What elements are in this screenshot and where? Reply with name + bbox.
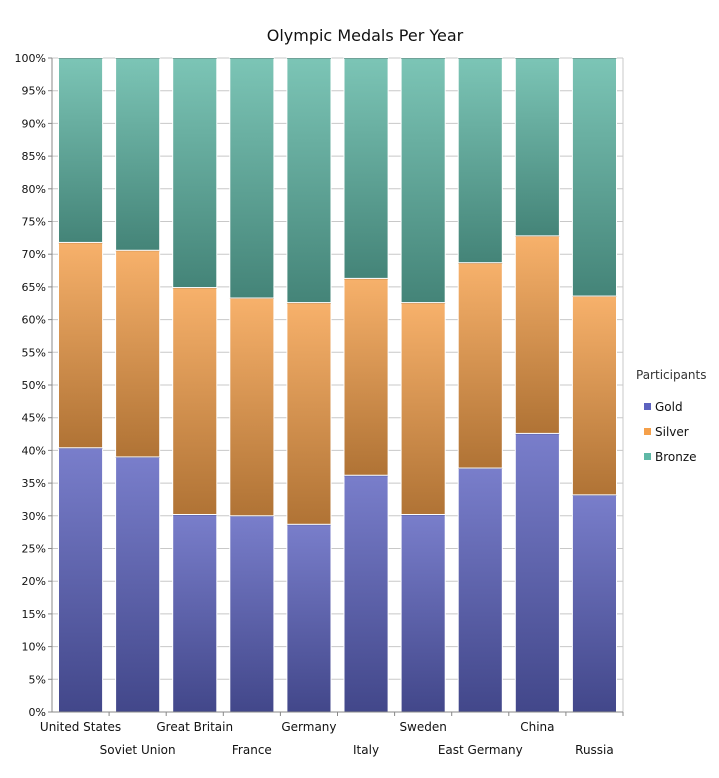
y-tick-label: 5% bbox=[29, 673, 46, 686]
y-tick-label: 25% bbox=[22, 543, 46, 556]
bar-silver-7[interactable] bbox=[457, 262, 503, 469]
bar-silver-9[interactable] bbox=[571, 295, 618, 496]
bar-gold-2[interactable] bbox=[172, 513, 218, 713]
axes: 0% 5% 10% 15% 20% 25% 30% 35% 40% 45% 50% 55% 60% 65%… bbox=[15, 52, 624, 757]
legend-label-gold[interactable]: Gold bbox=[655, 400, 683, 414]
bar-bronze-3[interactable] bbox=[229, 57, 275, 299]
y-tick-label: 100% bbox=[15, 52, 46, 65]
bar-silver-2[interactable] bbox=[172, 287, 218, 515]
bar-gold-4[interactable] bbox=[286, 523, 332, 713]
y-tick-label: 50% bbox=[22, 379, 46, 392]
x-category-label: Soviet Union bbox=[100, 743, 176, 757]
x-category-label: France bbox=[232, 743, 272, 757]
bar-gold-5[interactable] bbox=[343, 474, 389, 713]
y-tick-label: 0% bbox=[29, 706, 46, 719]
y-tick-label: 85% bbox=[22, 150, 46, 163]
legend-label-silver[interactable]: Silver bbox=[655, 425, 689, 439]
bar-bronze-4[interactable] bbox=[286, 57, 332, 304]
bar-gold-6[interactable] bbox=[400, 513, 446, 713]
legend-swatch-silver bbox=[644, 428, 651, 435]
x-category-label: United States bbox=[40, 720, 121, 734]
y-tick-label: 45% bbox=[22, 412, 46, 425]
bar-bronze-9[interactable] bbox=[571, 57, 618, 297]
bar-bronze-8[interactable] bbox=[514, 57, 560, 237]
y-tick-label: 20% bbox=[22, 575, 46, 588]
bar-bronze-1[interactable] bbox=[115, 57, 161, 251]
y-tick-label: 35% bbox=[22, 477, 46, 490]
bar-silver-6[interactable] bbox=[400, 302, 446, 515]
legend-swatch-gold bbox=[644, 403, 651, 410]
bar-gold-7[interactable] bbox=[457, 467, 503, 713]
bar-silver-3[interactable] bbox=[229, 297, 275, 517]
bar-bronze-5[interactable] bbox=[343, 57, 389, 279]
x-category-label: East Germany bbox=[438, 743, 523, 757]
x-category-label: Russia bbox=[575, 743, 614, 757]
bars bbox=[58, 57, 618, 713]
x-category-label: China bbox=[520, 720, 554, 734]
bar-silver-0[interactable] bbox=[58, 241, 104, 449]
x-category-label: Sweden bbox=[399, 720, 446, 734]
legend-swatch-bronze bbox=[644, 453, 651, 460]
y-tick-label: 75% bbox=[22, 216, 46, 229]
x-category-label: Great Britain bbox=[156, 720, 233, 734]
bar-bronze-0[interactable] bbox=[58, 57, 104, 243]
y-tick-label: 70% bbox=[22, 248, 46, 261]
y-tick-label: 60% bbox=[22, 314, 46, 327]
y-tick-label: 80% bbox=[22, 183, 46, 196]
bar-bronze-7[interactable] bbox=[457, 57, 503, 264]
y-tick-label: 65% bbox=[22, 281, 46, 294]
y-tick-label: 90% bbox=[22, 117, 46, 130]
bar-bronze-2[interactable] bbox=[172, 57, 218, 289]
bar-gold-3[interactable] bbox=[229, 515, 275, 713]
bar-silver-5[interactable] bbox=[343, 277, 389, 476]
bar-silver-8[interactable] bbox=[514, 235, 560, 434]
x-category-label: Germany bbox=[281, 720, 336, 734]
y-tick-label: 55% bbox=[22, 346, 46, 359]
bar-gold-9[interactable] bbox=[571, 494, 618, 713]
y-tick-label: 95% bbox=[22, 85, 46, 98]
y-tick-label: 30% bbox=[22, 510, 46, 523]
x-category-label: Italy bbox=[353, 743, 379, 757]
bar-silver-4[interactable] bbox=[286, 302, 332, 525]
bar-gold-0[interactable] bbox=[58, 447, 104, 713]
bar-silver-1[interactable] bbox=[115, 249, 161, 458]
chart-title: Olympic Medals Per Year bbox=[267, 26, 464, 45]
bar-gold-1[interactable] bbox=[115, 456, 161, 713]
bar-bronze-6[interactable] bbox=[400, 57, 446, 304]
legend-title: Participants bbox=[636, 368, 707, 382]
y-tick-label: 10% bbox=[22, 641, 46, 654]
legend: Participants Gold Silver Bronze bbox=[636, 368, 707, 464]
y-tick-label: 40% bbox=[22, 444, 46, 457]
legend-label-bronze[interactable]: Bronze bbox=[655, 450, 697, 464]
bar-gold-8[interactable] bbox=[514, 432, 560, 713]
y-tick-label: 15% bbox=[22, 608, 46, 621]
